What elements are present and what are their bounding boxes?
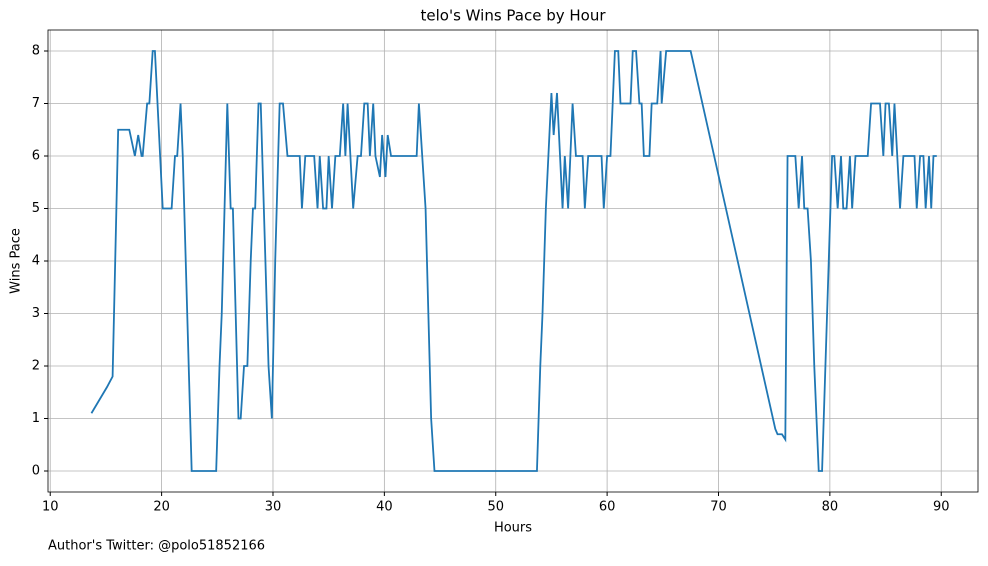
x-tick-label: 50 xyxy=(487,500,504,515)
footnote: Author's Twitter: @polo51852166 xyxy=(48,539,265,554)
y-tick-label: 2 xyxy=(32,359,40,374)
y-tick-label: 8 xyxy=(32,44,40,59)
x-tick-label: 40 xyxy=(376,500,393,515)
x-tick-label: 90 xyxy=(933,500,950,515)
line-series xyxy=(90,50,937,472)
y-tick-label: 3 xyxy=(32,306,40,321)
x-tick-label: 30 xyxy=(265,500,282,515)
y-tick-label: 6 xyxy=(32,149,40,164)
y-tick-label: 7 xyxy=(32,96,40,111)
x-tick-label: 20 xyxy=(153,500,170,515)
x-tick-label: 60 xyxy=(599,500,616,515)
x-tick-label: 70 xyxy=(710,500,727,515)
y-tick-label: 0 xyxy=(32,464,40,479)
x-tick-label: 80 xyxy=(822,500,839,515)
x-tick-label: 10 xyxy=(42,500,59,515)
y-axis-label: Wins Pace xyxy=(9,228,24,294)
y-tick-label: 5 xyxy=(32,201,40,216)
y-tick-label: 4 xyxy=(32,254,40,269)
plot-frame xyxy=(47,29,979,493)
x-axis-label: Hours xyxy=(494,521,532,536)
chart-title: telo's Wins Pace by Hour xyxy=(420,7,606,25)
y-tick-label: 1 xyxy=(32,411,40,426)
